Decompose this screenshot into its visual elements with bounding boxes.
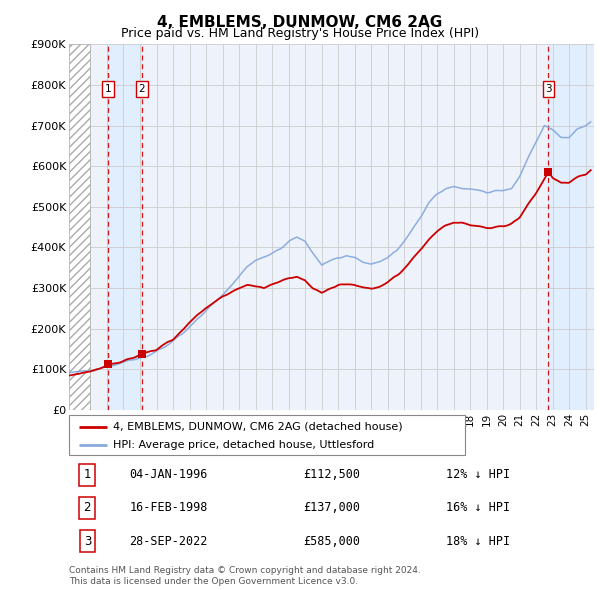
Text: 16-FEB-1998: 16-FEB-1998 — [130, 502, 208, 514]
Text: 12% ↓ HPI: 12% ↓ HPI — [446, 468, 511, 481]
Text: 3: 3 — [545, 84, 552, 94]
Text: 18% ↓ HPI: 18% ↓ HPI — [446, 535, 511, 548]
Text: 1: 1 — [83, 468, 91, 481]
Text: Price paid vs. HM Land Registry's House Price Index (HPI): Price paid vs. HM Land Registry's House … — [121, 27, 479, 40]
Text: Contains HM Land Registry data © Crown copyright and database right 2024.: Contains HM Land Registry data © Crown c… — [69, 566, 421, 575]
Text: 3: 3 — [83, 535, 91, 548]
Text: 2: 2 — [139, 84, 145, 94]
Text: 16% ↓ HPI: 16% ↓ HPI — [446, 502, 511, 514]
FancyBboxPatch shape — [69, 415, 465, 455]
Text: £137,000: £137,000 — [303, 502, 360, 514]
Text: 28-SEP-2022: 28-SEP-2022 — [130, 535, 208, 548]
Text: £112,500: £112,500 — [303, 468, 360, 481]
Text: 4, EMBLEMS, DUNMOW, CM6 2AG: 4, EMBLEMS, DUNMOW, CM6 2AG — [157, 15, 443, 30]
Text: 2: 2 — [83, 502, 91, 514]
Bar — [69, 44, 91, 410]
Text: 04-JAN-1996: 04-JAN-1996 — [130, 468, 208, 481]
Text: This data is licensed under the Open Government Licence v3.0.: This data is licensed under the Open Gov… — [69, 577, 358, 586]
Text: 1: 1 — [104, 84, 111, 94]
Bar — [548, 44, 594, 410]
Text: £585,000: £585,000 — [303, 535, 360, 548]
Text: 4, EMBLEMS, DUNMOW, CM6 2AG (detached house): 4, EMBLEMS, DUNMOW, CM6 2AG (detached ho… — [113, 422, 402, 432]
Text: HPI: Average price, detached house, Uttlesford: HPI: Average price, detached house, Uttl… — [113, 441, 374, 450]
Bar — [107, 44, 142, 410]
